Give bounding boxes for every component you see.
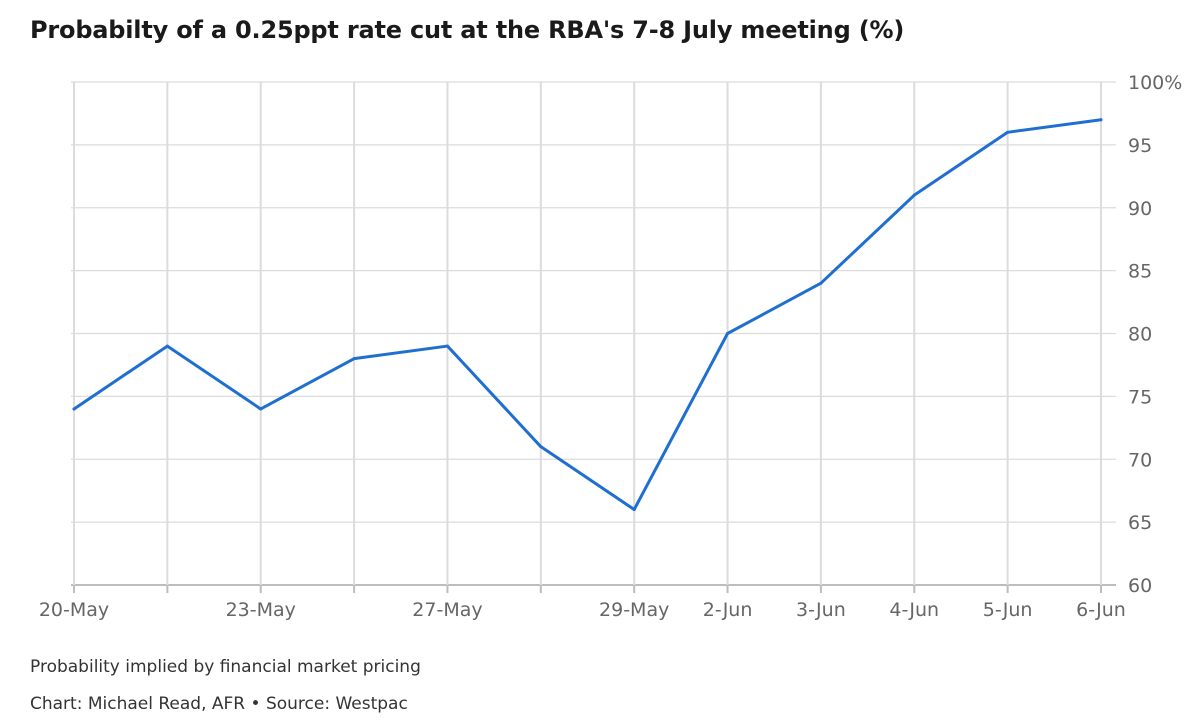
- x-tick-label: 29-May: [599, 599, 669, 621]
- data-point: [632, 508, 636, 512]
- data-point: [165, 344, 169, 348]
- y-tick-label: 60: [1128, 575, 1152, 597]
- data-point: [912, 193, 916, 197]
- x-tick-label: 23-May: [226, 599, 296, 621]
- data-point: [72, 407, 76, 411]
- data-point: [1099, 118, 1103, 122]
- vertical-gridlines: [73, 82, 1102, 593]
- y-tick-label: 65: [1128, 512, 1152, 534]
- data-point: [445, 344, 449, 348]
- y-tick-label: 100%: [1128, 72, 1182, 94]
- y-tick-label: 90: [1128, 198, 1152, 220]
- data-point: [539, 445, 543, 449]
- data-point: [726, 332, 730, 335]
- x-tick-label: 5-Jun: [983, 599, 1033, 621]
- x-tick-label: 2-Jun: [703, 599, 753, 621]
- chart-subtitle: Probability implied by financial market …: [30, 657, 421, 677]
- x-tick-label: 6-Jun: [1076, 599, 1126, 621]
- series-group: [72, 118, 1103, 512]
- data-point: [1006, 130, 1010, 134]
- data-point: [819, 281, 823, 285]
- x-tick-label: 3-Jun: [796, 599, 846, 621]
- data-point: [259, 407, 263, 411]
- y-axis-labels: 60 65 70 75 80 85 90 95 100%: [1128, 72, 1182, 597]
- y-tick-label: 85: [1128, 261, 1152, 283]
- data-point: [352, 357, 356, 361]
- y-tick-label: 75: [1128, 386, 1152, 408]
- x-axis-labels: 20-May 23-May 27-May 29-May 2-Jun 3-Jun 4-Jun 5…: [39, 599, 1126, 621]
- chart-credit: Chart: Michael Read, AFR • Source: Westp…: [30, 694, 408, 714]
- x-tick-label: 4-Jun: [889, 599, 939, 621]
- y-tick-label: 80: [1128, 324, 1152, 346]
- x-tick-label: 20-May: [39, 599, 109, 621]
- y-tick-label: 95: [1128, 135, 1152, 157]
- series-line: [72, 118, 1103, 512]
- chart-title: Probabilty of a 0.25ppt rate cut at the …: [30, 16, 905, 44]
- horizontal-gridlines: [71, 81, 1116, 586]
- x-tick-label: 27-May: [412, 599, 482, 621]
- y-tick-label: 70: [1128, 449, 1152, 471]
